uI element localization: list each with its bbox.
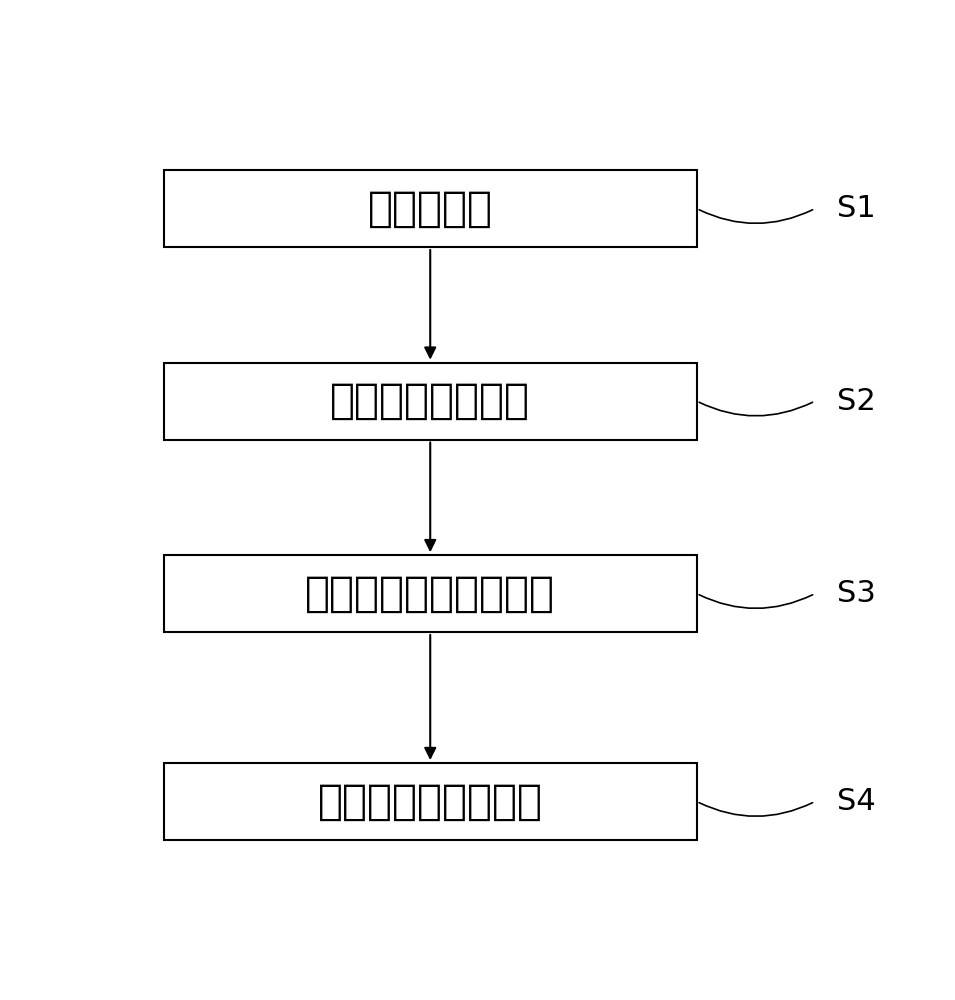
Text: S1: S1 [838, 194, 876, 223]
Text: S2: S2 [838, 387, 876, 416]
Bar [164, 763, 697, 840]
Text: 管类物体三维模型重建: 管类物体三维模型重建 [306, 573, 555, 615]
Bar [164, 363, 697, 440]
Text: 管类物体中心线提取: 管类物体中心线提取 [318, 780, 542, 822]
Text: 管类物体图形采集: 管类物体图形采集 [330, 380, 530, 422]
Text: S4: S4 [838, 787, 876, 816]
Text: 多相机标定: 多相机标定 [368, 188, 493, 230]
Bar [164, 170, 697, 247]
Text: S3: S3 [838, 579, 876, 608]
Bar [164, 555, 697, 632]
